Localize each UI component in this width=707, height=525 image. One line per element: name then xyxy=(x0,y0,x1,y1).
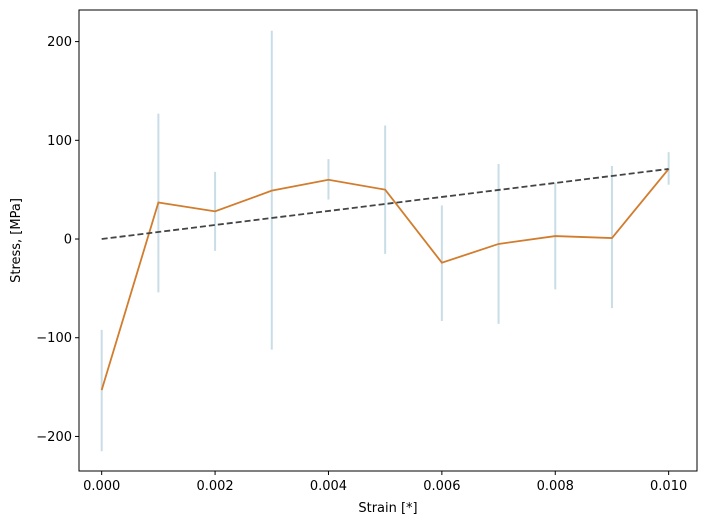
x-tick-label: 0.006 xyxy=(423,479,460,494)
dashed-fit-line xyxy=(101,168,669,240)
x-tick-label: 0.002 xyxy=(196,479,233,494)
series-lines xyxy=(100,168,670,391)
plot-frame xyxy=(78,9,698,472)
x-axis-label: Strain [*] xyxy=(358,501,417,516)
x-tick-label: 0.010 xyxy=(650,479,687,494)
y-tick-label: 0 xyxy=(64,233,72,248)
x-tick-label: 0.004 xyxy=(310,479,347,494)
y-tick-label: 100 xyxy=(47,134,72,149)
x-axis: 0.000 0.002 0.004 0.006 0.008 0.010 xyxy=(83,471,687,494)
y-tick-label: −100 xyxy=(36,331,72,346)
y-tick-label: −200 xyxy=(36,430,72,445)
stress-series-line xyxy=(100,168,670,391)
error-bars xyxy=(100,30,670,452)
x-tick-label: 0.000 xyxy=(83,479,120,494)
x-tick-label: 0.008 xyxy=(537,479,574,494)
y-axis-label: Stress, [MPa] xyxy=(9,198,24,283)
y-tick-label: 200 xyxy=(47,35,72,50)
y-axis: −200 −100 0 100 200 xyxy=(36,35,79,445)
